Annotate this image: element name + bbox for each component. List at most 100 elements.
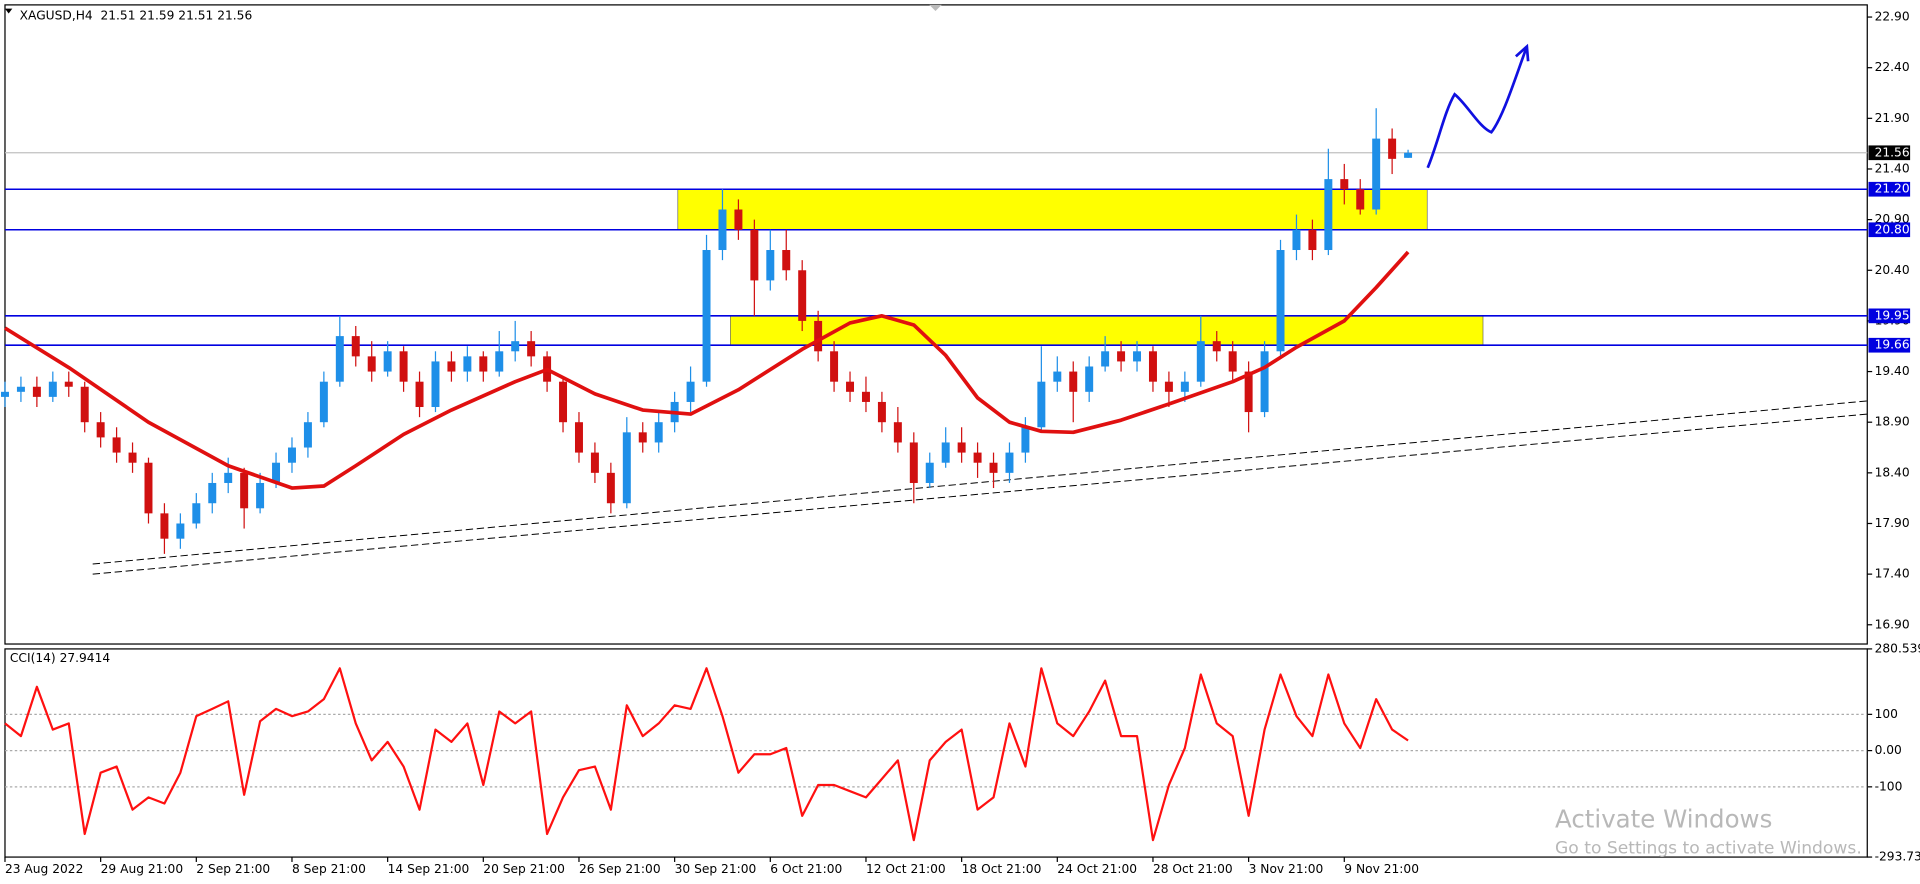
x-tick-label: 30 Sep 21:00	[675, 862, 757, 876]
candle-body	[224, 472, 233, 483]
candle-body	[1372, 138, 1381, 210]
cci-label: CCI(14) 27.9414	[10, 651, 111, 665]
x-tick-label: 8 Sep 21:00	[292, 862, 366, 876]
candle-body	[160, 513, 169, 539]
zone	[677, 188, 1428, 231]
candle-body	[638, 432, 647, 443]
candle-body	[399, 351, 408, 382]
candle-body	[1388, 138, 1397, 159]
forecast-arrow	[1426, 46, 1529, 169]
candle-body	[1292, 229, 1301, 251]
candle-body	[1228, 351, 1237, 372]
candle-body	[814, 320, 823, 352]
x-tick-label: 14 Sep 21:00	[388, 862, 470, 876]
y-tick-label: 19.40	[1875, 364, 1910, 378]
candle-body	[48, 381, 57, 397]
candle-body	[782, 250, 791, 271]
x-tick-label: 3 Nov 21:00	[1249, 862, 1324, 876]
candle-body	[80, 386, 89, 423]
candle-body	[1340, 179, 1349, 190]
level-box	[1868, 337, 1911, 353]
candle-body	[989, 462, 998, 473]
candle-body	[208, 482, 217, 504]
y-tick-label: 17.40	[1875, 567, 1910, 581]
candle-body	[128, 452, 137, 463]
candle-body	[112, 437, 121, 453]
candle-body	[893, 422, 902, 443]
candle-body	[766, 250, 775, 281]
candle-body	[973, 452, 982, 463]
candle-body	[734, 209, 743, 230]
watermark-subtitle: Go to Settings to activate Windows.	[1555, 838, 1862, 858]
level-label: 19.95	[1875, 308, 1910, 322]
y-tick-label: 17.90	[1875, 516, 1910, 530]
y-tick-label: 20.40	[1875, 263, 1910, 277]
candle-body	[240, 472, 249, 509]
candle-body	[909, 442, 918, 483]
cci-tick-label: -100	[1875, 779, 1903, 793]
candle-body	[287, 447, 296, 463]
candle-body	[1196, 341, 1205, 382]
cci-tick-label: 280.539	[1875, 641, 1920, 655]
shift-marker	[929, 4, 942, 12]
candle-body	[495, 351, 504, 372]
candle-body	[256, 482, 265, 509]
candle-body	[750, 229, 759, 281]
level-box	[1868, 308, 1911, 324]
menu-triangle[interactable]	[4, 8, 13, 14]
candle-body	[1244, 371, 1253, 413]
candle-body	[431, 361, 440, 408]
y-tick-label: 21.90	[1875, 111, 1910, 125]
y-tick-label: 21.40	[1875, 161, 1910, 175]
candle-body	[1101, 351, 1110, 367]
candle-body	[351, 336, 360, 357]
x-tick-label: 29 Aug 21:00	[101, 862, 183, 876]
candle-body	[877, 401, 886, 423]
candle-body	[622, 432, 631, 504]
y-tick-label: 16.90	[1875, 617, 1910, 631]
candle-body	[1117, 351, 1126, 362]
x-tick-label: 23 Aug 2022	[5, 862, 83, 876]
x-tick-label: 12 Oct 21:00	[866, 862, 946, 876]
candle-body	[1021, 427, 1030, 453]
level-label: 19.66	[1875, 338, 1910, 352]
candle-body	[144, 462, 153, 514]
candle-body	[1180, 381, 1189, 392]
x-tick-label: 24 Oct 21:00	[1057, 862, 1137, 876]
current-price-label: 21.56	[1875, 145, 1910, 159]
y-tick-label: 18.40	[1875, 465, 1910, 479]
candle-body	[1085, 366, 1094, 392]
candle-body	[96, 422, 105, 438]
candle-body	[192, 503, 201, 524]
candle-body	[367, 356, 376, 372]
candle-body	[32, 386, 41, 397]
cci-tick-label: 100	[1875, 707, 1898, 721]
cci-tick-label: -293.733	[1875, 850, 1920, 864]
candle-body	[1, 391, 9, 397]
candle-body	[957, 442, 966, 453]
candle-body	[479, 356, 488, 372]
cci-tick-label: 0.00	[1875, 743, 1902, 757]
candle-body	[941, 442, 950, 463]
candle-body	[335, 336, 344, 382]
candle-body	[1005, 452, 1014, 473]
x-tick-label: 20 Sep 21:00	[483, 862, 565, 876]
candle-body	[1037, 381, 1046, 428]
candle-body	[176, 523, 185, 539]
y-tick-label: 22.90	[1875, 10, 1910, 24]
cci-panel	[4, 648, 1868, 858]
candle-body	[1069, 371, 1078, 392]
candle-body	[798, 270, 807, 321]
candle-body	[527, 341, 536, 357]
candle-body	[1164, 381, 1173, 392]
candle-body	[1356, 189, 1365, 210]
candle-body	[1404, 152, 1413, 158]
candle-body	[511, 341, 520, 352]
x-tick-label: 18 Oct 21:00	[962, 862, 1042, 876]
candle-body	[654, 422, 663, 443]
watermark-title: Activate Windows	[1555, 804, 1772, 833]
current-price-box	[1868, 145, 1911, 161]
